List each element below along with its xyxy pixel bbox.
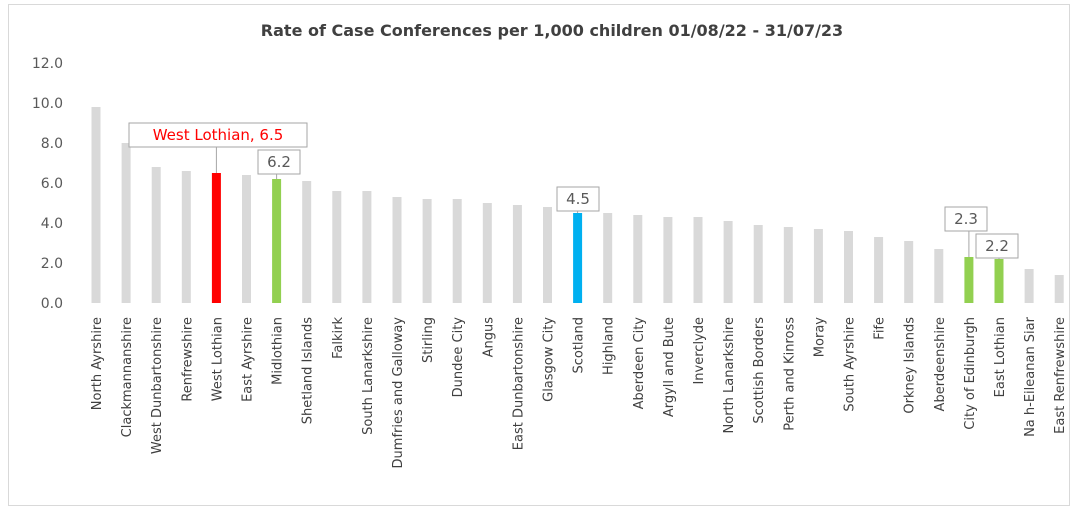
bar	[211, 173, 221, 303]
bar	[242, 175, 251, 303]
x-tick-label: Angus	[481, 317, 496, 358]
bar	[723, 221, 733, 303]
bar	[302, 181, 312, 303]
x-tick-label: North Ayrshire	[90, 317, 105, 410]
bar	[964, 257, 974, 303]
bar	[543, 207, 552, 303]
bar	[1024, 269, 1034, 303]
x-tick-label: Aberdeenshire	[933, 317, 948, 411]
x-tick-label: East Renfrewshire	[1053, 317, 1068, 434]
bar	[813, 229, 823, 303]
x-tick-label: West Dunbartonshire	[150, 317, 165, 454]
x-tick-label: Aberdeen City	[632, 317, 647, 410]
bar	[783, 227, 793, 303]
y-tick-label: 8.0	[41, 136, 63, 152]
y-tick-label: 12.0	[32, 56, 63, 72]
x-tick-label: Inverclyde	[692, 317, 707, 385]
x-tick-label: Na h-Eileanan Siar	[1023, 316, 1038, 437]
x-tick-label: Clackmannanshire	[120, 317, 135, 437]
y-axis: 0.0 2.0 4.0 6.0 8.0 10.0 12.0	[32, 56, 63, 312]
bar	[272, 179, 282, 303]
bar	[663, 217, 673, 303]
x-tick-label: West Lothian	[210, 317, 225, 401]
x-tick-label: Shetland Islands	[301, 317, 316, 424]
x-tick-label: South Lanarkshire	[361, 317, 376, 435]
x-tick-label: City of Edinburgh	[963, 317, 978, 430]
y-tick-label: 10.0	[32, 96, 63, 112]
bar	[934, 249, 944, 303]
bar	[904, 241, 914, 303]
bar	[603, 213, 613, 303]
bar	[362, 191, 372, 303]
bar-chart: Rate of Case Conferences per 1,000 child…	[32, 21, 1068, 468]
x-tick-label: Glasgow City	[542, 317, 557, 402]
x-tick-label: Perth and Kinross	[782, 317, 797, 431]
bar	[151, 167, 161, 303]
x-tick-label: Fife	[873, 317, 888, 340]
bar	[482, 203, 492, 303]
bar	[753, 225, 763, 303]
y-tick-label: 6.0	[41, 176, 63, 192]
bar	[332, 191, 342, 303]
annotation-label: 4.5	[566, 190, 590, 208]
bar	[512, 205, 522, 303]
y-tick-label: 0.0	[41, 296, 63, 312]
bars	[91, 107, 1064, 303]
x-tick-label: Argyll and Bute	[662, 317, 677, 417]
bar	[181, 171, 191, 303]
annotation-box	[128, 122, 308, 148]
annotation-label: 2.2	[985, 237, 1009, 255]
bar	[844, 231, 853, 303]
x-tick-label: Scottish Borders	[752, 317, 767, 424]
x-tick-label: Falkirk	[331, 317, 346, 359]
x-tick-label: Dumfries and Galloway	[391, 317, 406, 469]
x-tick-label: East Dunbartonshire	[511, 317, 526, 450]
bar	[392, 197, 402, 303]
x-tick-label: Orkney Islands	[903, 317, 918, 414]
x-tick-label: East Ayrshire	[241, 317, 256, 402]
bar	[573, 213, 583, 303]
x-tick-label: Moray	[812, 317, 827, 357]
x-tick-label: North Lanarkshire	[722, 317, 737, 433]
bar	[874, 237, 884, 303]
annotation-box	[944, 206, 988, 232]
annotations: West Lothian, 6.5 6.2 4.5 2.3 2.2	[128, 122, 1019, 259]
bar	[994, 259, 1004, 303]
annotation-label: 2.3	[954, 210, 978, 228]
bar	[693, 217, 703, 303]
y-tick-label: 2.0	[41, 256, 63, 272]
annotation-label: 6.2	[267, 153, 291, 171]
annotation-box	[257, 149, 301, 175]
chart-title: Rate of Case Conferences per 1,000 child…	[261, 21, 843, 40]
bar	[121, 143, 131, 303]
x-tick-label: Highland	[602, 317, 617, 375]
bar	[1054, 275, 1064, 303]
bar	[422, 199, 432, 303]
bar	[633, 215, 643, 303]
x-axis: North Ayrshire Clackmannanshire West Dunba…	[90, 316, 1068, 468]
x-tick-label: East Lothian	[993, 317, 1008, 397]
annotation-box	[975, 233, 1019, 259]
x-tick-label: Renfrewshire	[180, 317, 195, 402]
x-tick-label: Dundee City	[451, 317, 466, 398]
x-tick-label: Scotland	[572, 317, 587, 374]
annotation-box	[556, 186, 600, 212]
annotation-label: West Lothian, 6.5	[153, 126, 284, 144]
bar	[452, 199, 462, 303]
chart-frame: Rate of Case Conferences per 1,000 child…	[8, 4, 1070, 506]
x-tick-label: Midlothian	[271, 317, 286, 385]
x-tick-label: Stirling	[421, 317, 436, 363]
x-tick-label: South Ayrshire	[843, 317, 858, 412]
y-tick-label: 4.0	[41, 216, 63, 232]
bar	[91, 107, 101, 303]
